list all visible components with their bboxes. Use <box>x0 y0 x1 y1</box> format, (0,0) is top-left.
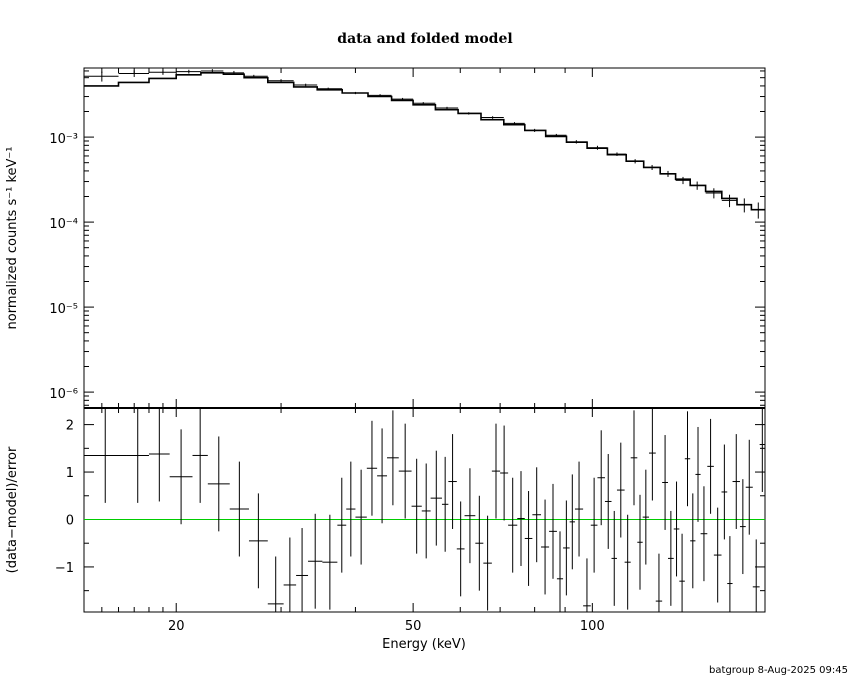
bottom-axis-ticks <box>101 408 593 612</box>
chart-title: data and folded model <box>337 31 512 47</box>
top-panel: 10⁻³ 10⁻⁴ 10⁻⁵ 10⁻⁶ normalized counts s⁻¹ k… <box>5 67 766 409</box>
bottom-y-tick-labels: 2 1 0 −1 <box>55 419 765 592</box>
model-curve <box>84 72 765 211</box>
x-tick-label: 50 <box>405 619 422 634</box>
bottom-panel: 2 1 0 −1 20 50 100 (data−model)/error Energy … <box>5 407 766 652</box>
y-tick-label-bottom: 1 <box>66 466 74 481</box>
model-step-line <box>84 72 765 211</box>
y-tick-label-top: 10⁻⁵ <box>49 302 78 317</box>
y-tick-label-bottom: 0 <box>66 513 74 528</box>
bottom-y-axis-label: (data−model)/error <box>5 446 20 573</box>
y-tick-label-top: 10⁻³ <box>49 132 78 147</box>
x-tick-label: 100 <box>580 619 605 634</box>
y-tick-label-top: 10⁻⁴ <box>49 217 78 232</box>
y-tick-label-bottom: 2 <box>66 419 74 434</box>
top-panel-frame <box>83 67 766 409</box>
y-tick-label-bottom: −1 <box>55 561 74 576</box>
x-tick-labels: 20 50 100 <box>168 619 605 634</box>
top-axis-ticks <box>101 68 593 408</box>
residual-points <box>84 408 765 612</box>
top-y-axis-label: normalized counts s⁻¹ keV⁻¹ <box>5 147 20 330</box>
footer-stamp: batgroup 8-Aug-2025 09:45 <box>709 665 848 676</box>
data-points <box>84 69 765 219</box>
y-tick-label-top: 10⁻⁶ <box>49 387 78 402</box>
bottom-panel-frame <box>83 407 766 613</box>
x-axis-label: Energy (keV) <box>382 637 466 652</box>
x-tick-label: 20 <box>168 619 185 634</box>
top-y-tick-labels: 10⁻³ 10⁻⁴ 10⁻⁵ 10⁻⁶ <box>49 70 765 406</box>
